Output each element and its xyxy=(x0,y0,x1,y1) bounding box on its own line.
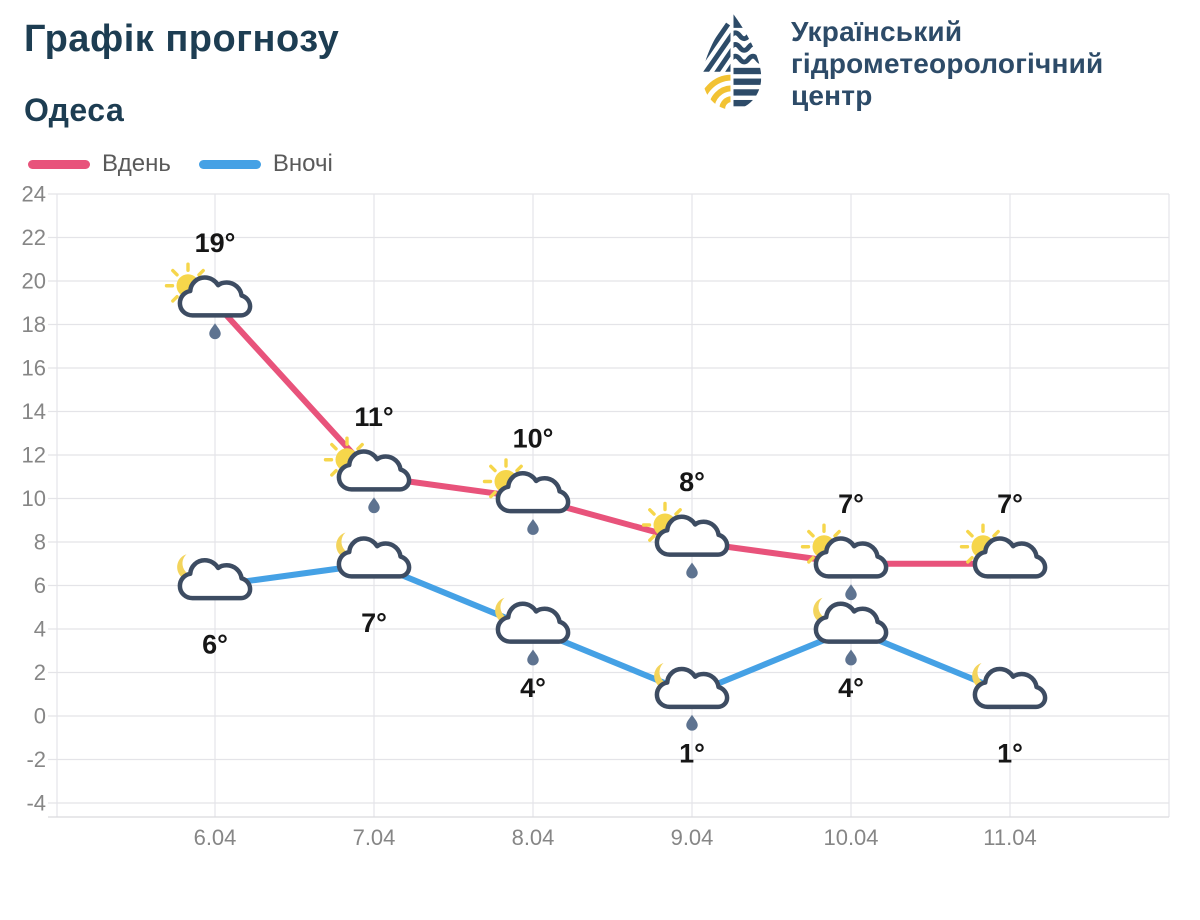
weather-icon-night-0 xyxy=(177,554,253,601)
cloud-icon xyxy=(177,275,253,318)
x-axis-labels: 6.04 7.04 8.04 9.04 10.04 11.04 xyxy=(194,825,1037,850)
y-axis-label: 8 xyxy=(34,530,46,555)
y-axis-label: 2 xyxy=(34,660,46,685)
temp-label-night-2: 4° xyxy=(520,673,546,703)
weather-icon-day-4 xyxy=(800,523,889,601)
uhmc-logo-drop-icon xyxy=(702,12,762,110)
temp-label-night-3: 1° xyxy=(679,738,705,768)
weather-icon-day-3 xyxy=(641,501,730,579)
page-title: Графік прогнозу xyxy=(24,18,340,60)
cloud-icon xyxy=(336,449,412,492)
uhmc-logo-text: Український гідрометеорологічний центр xyxy=(791,16,1103,112)
city-subtitle: Одеса xyxy=(24,92,125,128)
logo-line-1: Український xyxy=(791,16,963,47)
raindrop-icon xyxy=(527,649,539,666)
weather-icon-night-4 xyxy=(813,597,889,666)
weather-icon-night-5 xyxy=(972,663,1048,710)
y-axis-label: 20 xyxy=(22,269,46,294)
temp-label-day-4: 7° xyxy=(838,489,864,519)
cloud-icon xyxy=(654,514,730,557)
y-axis-label: 10 xyxy=(22,486,46,511)
cloud-icon xyxy=(336,536,412,579)
temp-label-day-2: 10° xyxy=(513,424,554,454)
cloud-icon xyxy=(495,601,571,644)
raindrop-icon xyxy=(527,518,539,535)
weather-icon-day-1 xyxy=(323,436,412,514)
cloud-icon xyxy=(813,601,889,644)
day-line xyxy=(212,299,1013,567)
x-axis-label: 7.04 xyxy=(353,825,396,850)
legend-label-day: Вдень xyxy=(102,150,171,177)
x-axis-label: 10.04 xyxy=(823,825,878,850)
raindrop-icon xyxy=(686,714,698,731)
temp-label-night-1: 7° xyxy=(361,608,387,638)
raindrop-icon xyxy=(845,584,857,601)
y-axis-label: 12 xyxy=(22,443,46,468)
legend-item-day: Вдень xyxy=(28,150,171,178)
raindrop-icon xyxy=(209,323,221,340)
night-series-swatch xyxy=(198,159,261,169)
y-axis-label: 24 xyxy=(22,182,46,207)
y-axis-label: 4 xyxy=(34,617,46,642)
weather-icon-day-2 xyxy=(482,458,571,535)
temp-label-day-5: 7° xyxy=(997,489,1023,519)
cloud-icon xyxy=(495,471,571,514)
legend-label-night: Вночі xyxy=(272,150,333,177)
y-axis-label: 22 xyxy=(22,225,46,250)
weather-icon-night-2 xyxy=(495,597,571,666)
moon-icon xyxy=(336,532,362,559)
temp-label-day-1: 11° xyxy=(354,402,393,432)
chart-grid xyxy=(48,193,1170,818)
uhmc-logo: Український гідрометеорологічний центр xyxy=(695,10,1103,114)
y-axis-label: 6 xyxy=(34,573,46,598)
moon-icon xyxy=(654,663,680,690)
legend-item-night: Вночі xyxy=(198,150,333,178)
y-axis-label: -4 xyxy=(26,791,46,816)
x-axis-label: 6.04 xyxy=(194,825,237,850)
x-axis-label: 8.04 xyxy=(512,825,555,850)
temp-label-day-0: 19° xyxy=(195,228,236,258)
y-axis-label: 14 xyxy=(22,399,46,424)
moon-icon xyxy=(495,597,521,625)
weather-icon-day-5 xyxy=(959,523,1048,579)
weather-icon-night-3 xyxy=(654,663,730,731)
x-axis-label: 9.04 xyxy=(671,825,714,850)
chart-legend: Вдень Вночі xyxy=(28,150,347,178)
cloud-icon xyxy=(972,666,1048,710)
temp-label-night-5: 1° xyxy=(997,738,1023,768)
weather-icon-night-1 xyxy=(336,532,412,579)
y-axis-label: 0 xyxy=(34,704,46,729)
cloud-icon xyxy=(972,536,1048,579)
y-axis-label: 16 xyxy=(22,356,46,381)
logo-line-2: гідрометеорологічний xyxy=(791,48,1104,79)
weather-icon-day-0 xyxy=(164,262,253,340)
temp-label-night-0: 6° xyxy=(202,630,228,660)
temp-label-night-4: 4° xyxy=(838,673,864,703)
moon-icon xyxy=(177,554,203,581)
y-axis-label: -2 xyxy=(26,747,46,772)
cloud-icon xyxy=(813,536,889,579)
logo-line-3: центр xyxy=(791,80,873,111)
x-axis-label: 11.04 xyxy=(983,825,1036,850)
day-series-swatch xyxy=(28,159,90,169)
moon-icon xyxy=(972,663,998,690)
raindrop-icon xyxy=(368,497,380,514)
raindrop-icon xyxy=(686,562,698,579)
temp-label-day-3: 8° xyxy=(679,467,705,497)
moon-icon xyxy=(813,597,839,625)
y-axis-label: 18 xyxy=(22,312,46,337)
cloud-icon xyxy=(654,666,730,710)
cloud-icon xyxy=(177,558,253,601)
raindrop-icon xyxy=(845,649,857,666)
